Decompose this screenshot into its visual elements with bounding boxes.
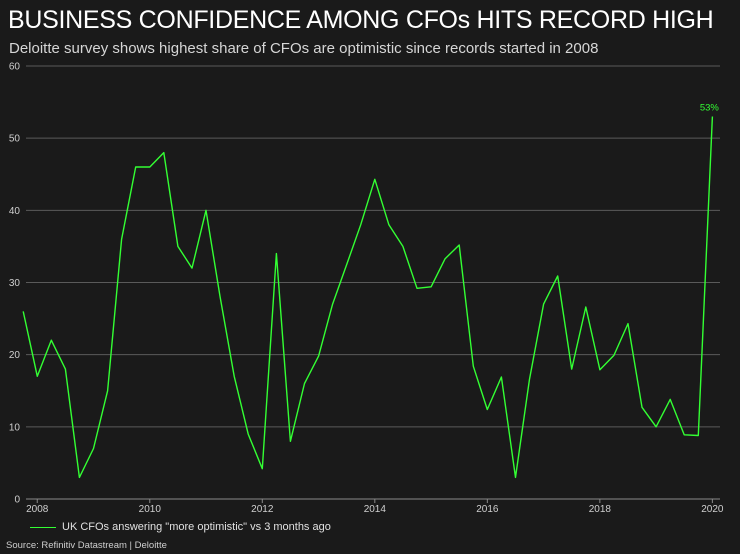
x-tick-label: 2008	[26, 504, 49, 515]
data-point	[64, 368, 66, 370]
data-point	[360, 224, 362, 226]
y-tick-label: 40	[9, 206, 21, 217]
legend-swatch	[30, 526, 56, 528]
data-point	[120, 238, 122, 240]
x-tick-label: 2012	[251, 504, 274, 515]
end-value-label: 53%	[700, 103, 720, 114]
y-tick-label: 10	[9, 422, 21, 433]
y-tick-label: 20	[9, 350, 21, 361]
data-point	[149, 166, 151, 168]
data-point	[613, 354, 615, 356]
data-point	[78, 476, 80, 478]
data-point	[233, 375, 235, 377]
x-tick-label: 2010	[139, 504, 162, 515]
data-point	[275, 252, 277, 254]
x-tick-label: 2020	[701, 504, 724, 515]
chart-title: BUSINESS CONFIDENCE AMONG CFOs HITS RECO…	[8, 6, 714, 34]
data-point	[641, 406, 643, 408]
data-point	[655, 426, 657, 428]
data-point	[374, 178, 376, 180]
data-point	[458, 244, 460, 246]
data-point	[528, 378, 530, 380]
annotations: 53%	[700, 103, 720, 114]
legend: UK CFOs answering "more optimistic" vs 3…	[30, 521, 331, 533]
y-tick-label: 60	[9, 62, 21, 73]
gridlines	[26, 65, 720, 500]
y-tick-label: 50	[9, 134, 21, 145]
data-point	[486, 408, 488, 410]
data-point	[36, 375, 38, 377]
data-point	[106, 390, 108, 392]
data-point	[542, 303, 544, 305]
y-tick-label: 30	[9, 278, 21, 289]
data-point	[22, 310, 24, 312]
data-point	[514, 476, 516, 478]
data-point	[289, 440, 291, 442]
data-point	[697, 434, 699, 436]
series-group	[22, 115, 714, 479]
data-point	[500, 376, 502, 378]
source-note: Source: Refinitiv Datastream | Deloitte	[6, 540, 167, 551]
data-point	[331, 303, 333, 305]
y-tick-label: 0	[14, 495, 20, 506]
data-point	[430, 286, 432, 288]
data-point	[191, 267, 193, 269]
data-point	[247, 433, 249, 435]
x-tick-label: 2018	[589, 504, 612, 515]
data-point	[317, 355, 319, 357]
x-tick-label: 2016	[476, 504, 499, 515]
data-point	[711, 115, 713, 117]
x-axis: 2008 2010 2012 2014 2016 2018 2020	[26, 499, 724, 515]
data-point	[444, 257, 446, 259]
series-line-0	[22, 116, 714, 479]
data-point	[402, 245, 404, 247]
chart-subtitle: Deloitte survey shows highest share of C…	[9, 40, 599, 57]
data-point	[683, 434, 685, 436]
data-point	[627, 322, 629, 324]
data-point	[205, 209, 207, 211]
data-point	[135, 166, 137, 168]
data-point	[163, 151, 165, 153]
data-point	[599, 369, 601, 371]
data-point	[92, 447, 94, 449]
data-point	[345, 263, 347, 265]
legend-label: UK CFOs answering "more optimistic" vs 3…	[62, 521, 331, 533]
y-axis: 0 10 20 30 40 50 60	[9, 62, 21, 506]
data-point	[261, 467, 263, 469]
data-point	[669, 398, 671, 400]
data-point	[416, 287, 418, 289]
data-point	[571, 368, 573, 370]
data-point	[50, 339, 52, 341]
data-point	[219, 296, 221, 298]
data-point	[585, 306, 587, 308]
x-tick-label: 2014	[364, 504, 387, 515]
data-point	[177, 245, 179, 247]
data-point	[556, 275, 558, 277]
data-point	[388, 224, 390, 226]
data-point	[303, 382, 305, 384]
data-point	[472, 365, 474, 367]
